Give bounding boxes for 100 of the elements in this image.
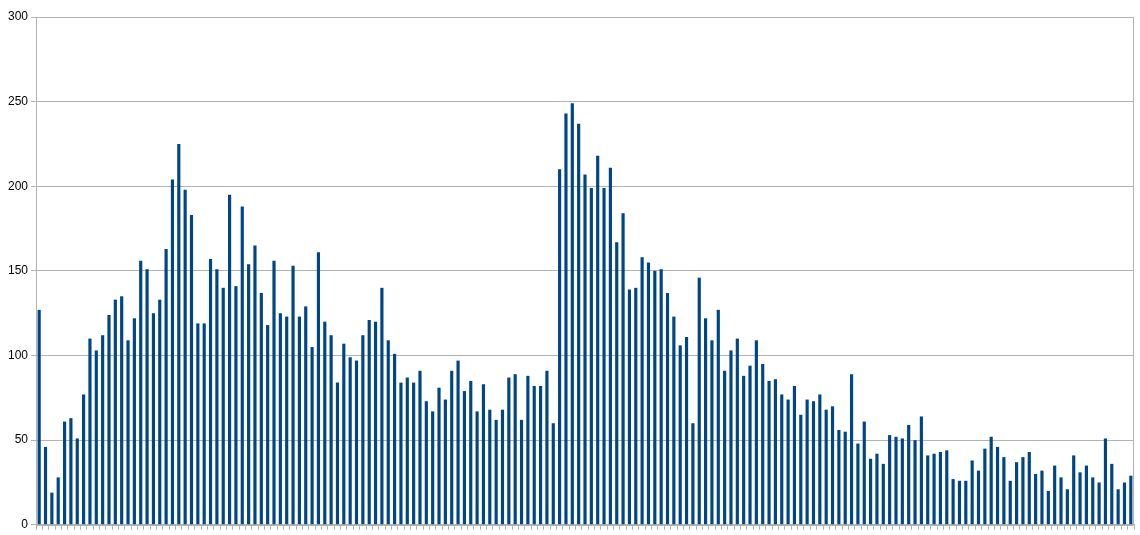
bar — [767, 380, 771, 525]
bar — [139, 260, 143, 525]
bar — [773, 379, 777, 525]
bar — [837, 430, 841, 525]
bar — [37, 309, 41, 525]
bar — [500, 409, 505, 525]
bar — [926, 455, 930, 525]
bar — [247, 264, 251, 525]
bar — [227, 194, 232, 525]
bar — [158, 299, 162, 525]
y-tick-label: 250 — [7, 93, 29, 108]
bar — [976, 470, 981, 525]
bar — [830, 406, 835, 525]
bar — [272, 260, 276, 525]
bar — [704, 318, 708, 525]
bar — [120, 296, 124, 525]
bar — [183, 189, 187, 525]
bar — [170, 179, 175, 525]
bar — [761, 364, 765, 525]
bar — [653, 270, 657, 525]
bar — [1078, 472, 1082, 525]
bar — [253, 245, 257, 525]
bar — [69, 418, 73, 525]
bar — [202, 323, 206, 525]
bar — [189, 215, 194, 525]
bar — [335, 382, 340, 525]
bar — [418, 370, 422, 525]
bar — [373, 321, 378, 525]
bar — [56, 477, 60, 525]
bar — [437, 387, 441, 525]
bar — [1097, 482, 1101, 525]
bar — [570, 103, 574, 525]
bar — [526, 375, 530, 525]
bar — [1015, 462, 1019, 525]
bar — [361, 335, 365, 525]
bar — [665, 292, 670, 525]
bar — [805, 399, 809, 525]
bar — [951, 479, 955, 525]
bar — [811, 401, 816, 525]
bar — [640, 257, 644, 525]
bar — [285, 316, 289, 525]
bar — [735, 338, 739, 525]
bar — [354, 360, 359, 525]
bar — [132, 318, 136, 525]
bar — [424, 401, 428, 525]
bar — [399, 382, 403, 525]
bar — [450, 370, 454, 525]
bar — [107, 314, 111, 525]
bar — [1116, 489, 1120, 525]
bar — [786, 399, 790, 525]
bar — [957, 480, 962, 525]
bar — [970, 460, 974, 525]
bar — [723, 370, 727, 525]
bar — [488, 409, 492, 525]
bar — [659, 269, 663, 525]
bar — [964, 480, 968, 525]
bar — [646, 262, 651, 525]
bar — [983, 448, 987, 525]
bar — [583, 174, 587, 525]
bar — [367, 319, 371, 525]
bar — [856, 443, 860, 525]
bar — [151, 313, 155, 525]
bar — [259, 292, 263, 525]
bar — [507, 377, 511, 525]
bar — [792, 386, 797, 525]
bar — [431, 411, 435, 525]
bar — [323, 321, 327, 525]
bar — [602, 187, 606, 525]
bar — [634, 287, 638, 525]
bar — [1072, 455, 1076, 525]
bar — [558, 169, 562, 525]
bar — [1046, 490, 1050, 525]
bar — [875, 453, 879, 525]
bar — [913, 440, 917, 525]
bar — [545, 370, 549, 525]
bar — [348, 357, 352, 525]
bar — [208, 259, 213, 525]
bar — [177, 143, 181, 525]
bar — [215, 269, 219, 525]
bar — [754, 340, 758, 525]
bar — [716, 309, 720, 525]
bar — [278, 313, 282, 525]
bar — [945, 450, 949, 525]
bar — [469, 380, 473, 525]
bar — [748, 365, 752, 525]
bar — [1008, 480, 1012, 525]
bar — [342, 343, 346, 525]
bar — [621, 213, 625, 525]
bar — [678, 345, 682, 525]
bar — [824, 409, 828, 525]
bar — [475, 411, 479, 525]
bar — [456, 360, 460, 525]
bar — [615, 242, 619, 525]
bar — [818, 394, 822, 525]
bar — [995, 446, 1000, 525]
bar — [1040, 470, 1044, 525]
bar — [443, 399, 447, 525]
bar — [608, 167, 612, 525]
bar — [1034, 474, 1038, 525]
bar — [627, 289, 632, 525]
